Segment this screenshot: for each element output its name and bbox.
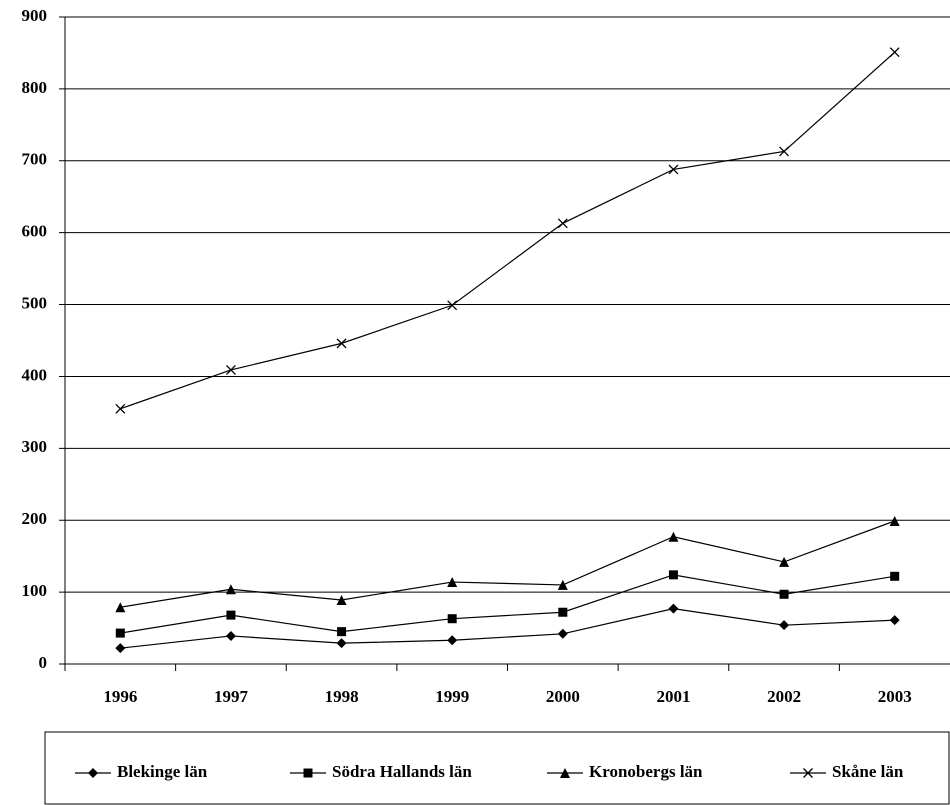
y-tick-label: 900 — [22, 6, 48, 25]
marker — [115, 602, 126, 613]
legend-label: Kronobergs län — [589, 762, 703, 781]
marker — [779, 620, 790, 631]
marker — [225, 365, 236, 375]
marker — [557, 579, 568, 590]
marker — [115, 643, 126, 654]
marker — [336, 638, 347, 649]
marker — [115, 403, 126, 414]
legend-box — [44, 731, 950, 805]
marker — [779, 556, 790, 567]
y-tick-label: 700 — [22, 150, 48, 169]
x-tick-label: 2001 — [656, 687, 690, 706]
marker — [303, 768, 313, 778]
marker — [336, 595, 347, 606]
y-tick-label: 200 — [22, 509, 48, 528]
x-tick-label: 1999 — [435, 687, 469, 706]
marker — [336, 338, 347, 349]
x-tick-label: 2003 — [878, 687, 912, 706]
marker — [889, 515, 900, 526]
marker — [889, 47, 900, 58]
series-line — [120, 608, 895, 649]
marker — [115, 628, 125, 638]
x-tick-label: 1997 — [214, 687, 249, 706]
y-tick-label: 500 — [22, 293, 48, 312]
y-tick-label: 800 — [22, 78, 48, 97]
marker — [88, 768, 98, 778]
marker — [668, 164, 679, 175]
marker — [779, 589, 789, 599]
x-tick-label: 1998 — [325, 687, 359, 706]
series-line — [120, 574, 895, 634]
marker — [558, 607, 568, 617]
x-tick-label: 2000 — [546, 687, 580, 706]
x-tick-label: 1996 — [103, 687, 137, 706]
marker — [668, 570, 678, 580]
marker — [226, 610, 236, 620]
marker — [889, 615, 900, 626]
marker — [557, 218, 568, 229]
marker — [337, 627, 347, 637]
series-line — [120, 520, 895, 608]
marker — [668, 603, 679, 614]
legend-label: Blekinge län — [117, 762, 208, 781]
marker — [560, 768, 570, 778]
y-tick-label: 300 — [22, 437, 48, 456]
marker — [803, 768, 813, 778]
y-tick-label: 0 — [39, 653, 48, 672]
y-tick-label: 600 — [22, 222, 48, 241]
marker — [447, 577, 458, 588]
series-line — [120, 51, 896, 410]
marker — [890, 571, 900, 581]
marker — [225, 584, 236, 595]
y-tick-label: 100 — [22, 581, 48, 600]
legend-label: Södra Hallands län — [332, 762, 472, 781]
marker — [668, 531, 679, 542]
marker — [447, 614, 457, 624]
marker — [447, 300, 458, 311]
legend-label: Skåne län — [832, 762, 904, 781]
marker — [225, 630, 236, 641]
marker — [557, 628, 568, 639]
y-tick-label: 400 — [22, 365, 48, 384]
marker — [447, 635, 458, 646]
marker — [779, 146, 790, 157]
x-tick-label: 2002 — [767, 687, 801, 706]
